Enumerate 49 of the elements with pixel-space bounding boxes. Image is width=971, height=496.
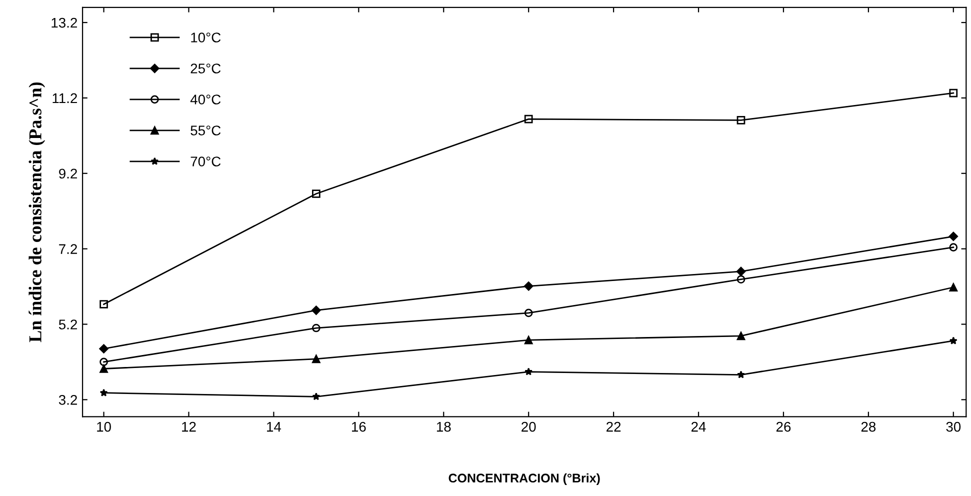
x-tick-label: 16 bbox=[352, 422, 366, 432]
point bbox=[312, 392, 320, 400]
legend-label: 40°C bbox=[190, 94, 221, 104]
point bbox=[100, 358, 108, 366]
point bbox=[736, 275, 746, 284]
x-tick-label: 14 bbox=[267, 422, 282, 432]
x-tick-label: 20 bbox=[522, 422, 536, 432]
point bbox=[100, 364, 108, 373]
y-tick-label: 3.2 bbox=[58, 395, 77, 405]
x-tick-label: 30 bbox=[946, 422, 961, 432]
y-tick-label: 5.2 bbox=[58, 320, 77, 330]
point bbox=[312, 354, 320, 364]
x-tick-label: 22 bbox=[606, 422, 621, 432]
point bbox=[524, 282, 534, 291]
y-axis-title: Ln índice de consistencia (Pa.s^n) bbox=[28, 82, 46, 342]
x-axis-title: CONCENTRACION (°Brix) bbox=[448, 473, 600, 485]
y-tick-label: 7.2 bbox=[59, 244, 77, 254]
point bbox=[100, 300, 108, 308]
point bbox=[524, 336, 533, 344]
x-tick-label: 18 bbox=[436, 422, 451, 432]
point bbox=[100, 388, 108, 396]
point bbox=[312, 306, 321, 315]
y-tick-label: 11.2 bbox=[52, 93, 77, 103]
legend-label: 25°C bbox=[190, 64, 221, 74]
point bbox=[524, 368, 533, 376]
point bbox=[524, 308, 533, 318]
x-tick-label: 24 bbox=[691, 422, 706, 432]
y-tick-label: 9.2 bbox=[59, 168, 77, 179]
point bbox=[948, 232, 958, 241]
legend-label: 10°C bbox=[191, 32, 221, 42]
x-tick-label: 26 bbox=[776, 422, 791, 432]
point bbox=[736, 116, 746, 124]
point bbox=[736, 266, 746, 276]
point bbox=[312, 190, 320, 198]
legend-label: 55°C bbox=[190, 126, 221, 136]
x-tick-label: 12 bbox=[182, 422, 196, 432]
point bbox=[949, 88, 958, 98]
point bbox=[736, 370, 745, 378]
point bbox=[312, 324, 320, 332]
x-tick-label: 28 bbox=[861, 422, 876, 432]
point bbox=[949, 243, 958, 252]
point bbox=[524, 114, 533, 124]
point bbox=[99, 344, 108, 354]
legend-label: 70°C bbox=[190, 156, 221, 166]
y-tick-label: 13.2 bbox=[52, 18, 77, 28]
point bbox=[949, 336, 958, 344]
x-tick-label: 10 bbox=[97, 422, 111, 432]
point bbox=[736, 332, 746, 340]
point bbox=[949, 283, 958, 292]
